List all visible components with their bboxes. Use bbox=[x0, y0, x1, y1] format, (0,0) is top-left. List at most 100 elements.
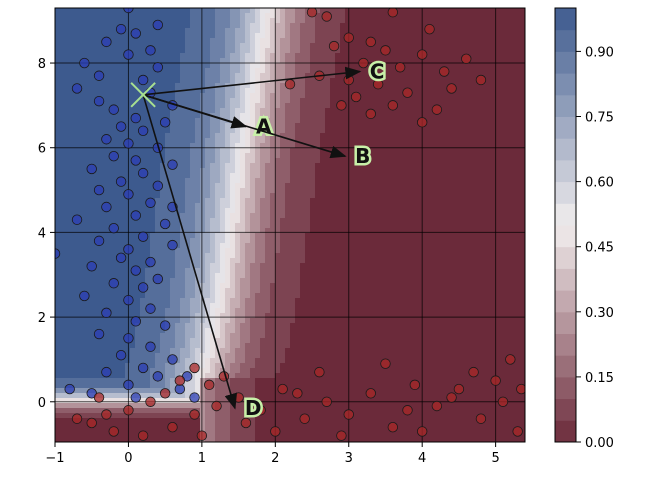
blue-point bbox=[137, 282, 149, 293]
x-tick-label: 5 bbox=[491, 451, 499, 466]
blue-point bbox=[108, 278, 119, 289]
blue-point bbox=[130, 210, 141, 221]
blue-point bbox=[115, 350, 127, 361]
blue-point bbox=[86, 261, 97, 272]
red-point bbox=[475, 74, 487, 86]
blue-point bbox=[115, 23, 127, 35]
arrow-label-b: B bbox=[355, 144, 370, 168]
red-point bbox=[321, 11, 332, 22]
blue-point bbox=[152, 371, 164, 382]
red-point bbox=[446, 392, 457, 403]
red-point bbox=[387, 8, 399, 18]
red-point bbox=[145, 396, 156, 407]
red-point bbox=[358, 57, 369, 69]
blue-point bbox=[152, 62, 164, 73]
blue-point bbox=[130, 112, 141, 124]
red-point bbox=[446, 83, 457, 94]
blue-point bbox=[115, 176, 127, 187]
blue-point bbox=[152, 19, 164, 31]
blue-point bbox=[137, 231, 149, 242]
red-point bbox=[71, 413, 83, 424]
blue-point bbox=[145, 197, 156, 208]
red-point bbox=[409, 379, 421, 391]
blue-point bbox=[101, 36, 112, 48]
blue-point bbox=[64, 383, 75, 395]
grid bbox=[55, 8, 525, 442]
blue-point bbox=[123, 138, 134, 149]
red-point bbox=[204, 379, 215, 391]
blue-point bbox=[145, 256, 156, 268]
red-point bbox=[93, 392, 105, 403]
red-point bbox=[284, 79, 296, 90]
red-point bbox=[306, 8, 318, 18]
red-point bbox=[101, 409, 112, 420]
blue-point bbox=[137, 167, 149, 179]
red-point bbox=[240, 417, 252, 429]
colorbar-tick-label: 0.75 bbox=[585, 111, 614, 126]
blue-point bbox=[152, 180, 164, 192]
red-point bbox=[497, 396, 509, 407]
red-point bbox=[387, 100, 399, 111]
red-point bbox=[137, 430, 149, 441]
red-point bbox=[336, 430, 347, 441]
red-point bbox=[468, 366, 479, 378]
colorbar-segment bbox=[555, 398, 576, 421]
colorbar-tick-label: 0.30 bbox=[585, 306, 614, 321]
blue-point bbox=[101, 307, 112, 319]
blue-point bbox=[145, 341, 156, 352]
red-point bbox=[159, 388, 171, 399]
red-point bbox=[402, 87, 413, 98]
red-point bbox=[402, 405, 413, 416]
blue-point bbox=[123, 49, 134, 60]
colorbar-segment bbox=[555, 268, 576, 291]
arrow-b bbox=[142, 94, 347, 159]
decision-surface bbox=[55, 8, 525, 442]
red-point bbox=[365, 388, 376, 399]
blue-point bbox=[123, 333, 134, 344]
scatter-points bbox=[55, 8, 525, 441]
blue-point bbox=[93, 70, 105, 81]
colorbar-tick-label: 0.00 bbox=[585, 436, 614, 451]
red-point bbox=[270, 426, 281, 437]
origin-marker bbox=[130, 82, 156, 108]
red-point bbox=[350, 91, 362, 103]
x-tick-label: 4 bbox=[418, 451, 426, 466]
blue-point bbox=[115, 121, 127, 132]
red-point bbox=[292, 388, 303, 399]
arrow-label-a: A bbox=[256, 115, 272, 139]
blue-point bbox=[145, 303, 156, 314]
x-tick-label: 1 bbox=[198, 451, 206, 466]
red-point bbox=[424, 23, 435, 35]
arrow-d bbox=[142, 94, 238, 410]
y-tick-label: 8 bbox=[38, 57, 46, 72]
blue-point bbox=[123, 244, 134, 255]
y-tick-label: 4 bbox=[38, 226, 46, 241]
x-tick-label: 0 bbox=[124, 451, 132, 466]
red-point bbox=[167, 421, 178, 433]
plot-frame bbox=[54, 7, 526, 443]
red-point bbox=[387, 421, 399, 433]
blue-point bbox=[108, 222, 119, 234]
colorbar-segment bbox=[555, 290, 576, 313]
blue-point bbox=[101, 201, 112, 213]
red-point bbox=[416, 426, 428, 437]
blue-point bbox=[101, 134, 112, 145]
colorbar-segment bbox=[555, 355, 576, 378]
colorbar-segment bbox=[555, 159, 576, 183]
blue-point bbox=[79, 57, 90, 69]
blue-point bbox=[159, 218, 171, 230]
colorbar-segment bbox=[555, 420, 576, 443]
x-tick-label: −1 bbox=[45, 451, 64, 466]
blue-point bbox=[189, 392, 200, 403]
blue-point bbox=[93, 95, 105, 107]
colorbar-segment bbox=[555, 311, 576, 334]
y-tick-label: 2 bbox=[38, 311, 46, 326]
blue-point bbox=[167, 239, 178, 251]
red-point bbox=[233, 392, 244, 403]
blue-point bbox=[167, 159, 178, 170]
y-axis: 0 2 4 6 8 bbox=[38, 57, 55, 411]
red-point bbox=[174, 375, 186, 386]
colorbar-segment bbox=[555, 376, 576, 400]
blue-point bbox=[137, 74, 149, 86]
